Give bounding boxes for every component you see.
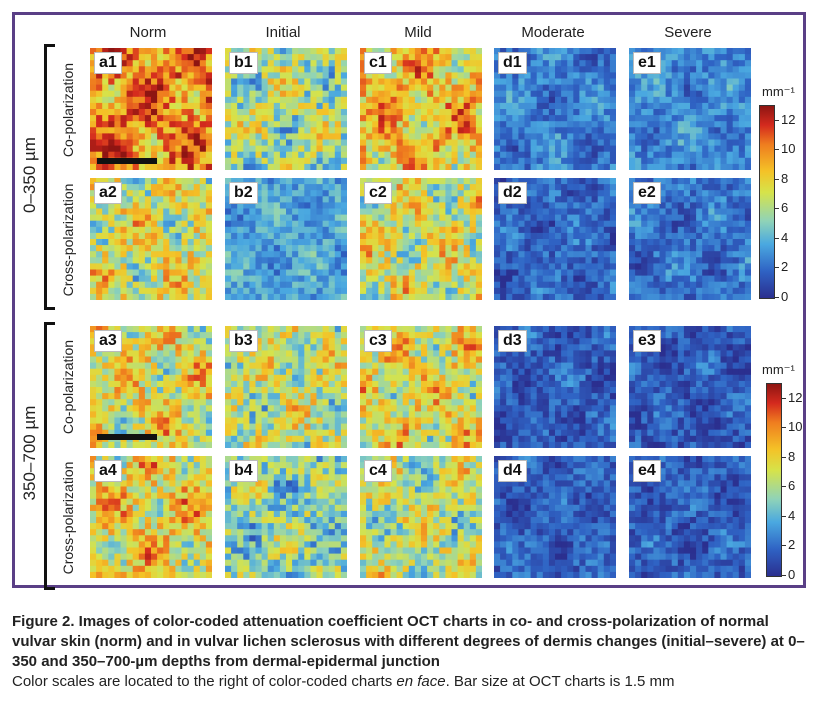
colorbar-unit-2: mm⁻¹	[762, 362, 795, 377]
panel-label-e2: e2	[633, 182, 661, 204]
colorbar-tick-label: 0	[788, 567, 796, 582]
colorbar-tick-label: 6	[781, 200, 789, 216]
panel-label-b4: b4	[229, 460, 258, 482]
colorbar-tick-label: 12	[788, 389, 803, 405]
attenuation-map-b3: b3	[225, 326, 347, 448]
attenuation-map-d4: d4	[494, 456, 616, 578]
depth-label-0-350: 0–350 µm	[20, 137, 39, 213]
colorbar-tick-label: 8	[781, 170, 789, 186]
attenuation-map-a3: a3	[90, 326, 212, 448]
attenuation-map-e4: e4	[629, 456, 751, 578]
colorbar-tick-mark	[774, 267, 779, 269]
colorbar-tick-mark	[781, 456, 786, 458]
depth-brace-bottom	[44, 322, 55, 590]
panel-label-a1: a1	[94, 52, 122, 74]
scale-bar	[97, 158, 157, 164]
colorbar-tick-mark	[774, 297, 779, 298]
colorbar-tick-label: 4	[788, 507, 796, 523]
attenuation-map-c2: c2	[360, 178, 482, 300]
row-label-cross-polarization-1: Cross-polarization	[60, 183, 76, 297]
colorbar-tick-mark	[781, 545, 786, 547]
caption-title: Figure 2. Images of color-coded attenuat…	[12, 613, 805, 670]
colorbar-tick-label: 10	[788, 419, 803, 435]
attenuation-map-a2: a2	[90, 178, 212, 300]
attenuation-map-c1: c1	[360, 48, 482, 170]
colorbar-tick-mark	[774, 119, 779, 121]
depth-brace-top	[44, 44, 55, 310]
panel-label-a4: a4	[94, 460, 122, 482]
colorbar-tick-mark	[781, 575, 786, 576]
colorbar-tick-label: 10	[781, 141, 796, 157]
column-header-initial: Initial	[265, 24, 301, 41]
colorbar-tick-mark	[774, 149, 779, 151]
panel-label-c1: c1	[364, 52, 392, 74]
row-label-cross-polarization-2: Cross-polarization	[60, 461, 76, 575]
column-header-severe: Severe	[664, 24, 712, 41]
attenuation-map-d1: d1	[494, 48, 616, 170]
colorbar-tick-mark	[774, 178, 779, 180]
panel-label-a3: a3	[94, 330, 122, 352]
panel-label-e3: e3	[633, 330, 661, 352]
figure-caption: Figure 2. Images of color-coded attenuat…	[12, 612, 812, 692]
panel-label-a2: a2	[94, 182, 122, 204]
panel-label-b3: b3	[229, 330, 258, 352]
attenuation-map-c3: c3	[360, 326, 482, 448]
panel-label-e4: e4	[633, 460, 661, 482]
panel-label-d1: d1	[498, 52, 527, 74]
column-header-mild: Mild	[404, 24, 432, 41]
attenuation-map-e2: e2	[629, 178, 751, 300]
panel-label-c4: c4	[364, 460, 392, 482]
colorbar-unit-1: mm⁻¹	[762, 84, 795, 99]
caption-text: Color scales are located to the right of…	[12, 673, 675, 690]
colorbar-tick-label: 0	[781, 289, 789, 304]
column-header-norm: Norm	[129, 24, 167, 41]
attenuation-map-c4: c4	[360, 456, 482, 578]
column-header-moderate: Moderate	[521, 24, 585, 41]
panel-label-d4: d4	[498, 460, 527, 482]
colorbar-2	[766, 383, 782, 577]
colorbar-tick-mark	[781, 427, 786, 429]
figure-frame	[12, 12, 806, 588]
attenuation-map-e1: e1	[629, 48, 751, 170]
attenuation-map-b4: b4	[225, 456, 347, 578]
attenuation-map-d2: d2	[494, 178, 616, 300]
panel-label-b1: b1	[229, 52, 258, 74]
colorbar-tick-mark	[774, 237, 779, 239]
panel-label-d3: d3	[498, 330, 527, 352]
panel-label-d2: d2	[498, 182, 527, 204]
colorbar-tick-label: 12	[781, 111, 796, 127]
scale-bar	[97, 434, 157, 440]
depth-label-350-700: 350–700 µm	[20, 405, 39, 501]
attenuation-map-e3: e3	[629, 326, 751, 448]
panel-label-b2: b2	[229, 182, 258, 204]
attenuation-map-b2: b2	[225, 178, 347, 300]
colorbar-tick-label: 6	[788, 478, 796, 494]
colorbar-tick-mark	[781, 515, 786, 517]
colorbar-tick-label: 2	[781, 259, 789, 275]
colorbar-tick-label: 8	[788, 448, 796, 464]
attenuation-map-b1: b1	[225, 48, 347, 170]
attenuation-map-d3: d3	[494, 326, 616, 448]
panel-label-c2: c2	[364, 182, 392, 204]
colorbar-tick-mark	[774, 208, 779, 210]
panel-label-c3: c3	[364, 330, 392, 352]
colorbar-1	[759, 105, 775, 299]
panel-label-e1: e1	[633, 52, 661, 74]
colorbar-tick-label: 4	[781, 229, 789, 245]
attenuation-map-a4: a4	[90, 456, 212, 578]
colorbar-tick-mark	[781, 397, 786, 399]
colorbar-tick-label: 2	[788, 537, 796, 553]
row-label-co-polarization-1: Co-polarization	[60, 62, 76, 158]
colorbar-tick-mark	[781, 486, 786, 488]
row-label-co-polarization-2: Co-polarization	[60, 339, 76, 435]
attenuation-map-a1: a1	[90, 48, 212, 170]
